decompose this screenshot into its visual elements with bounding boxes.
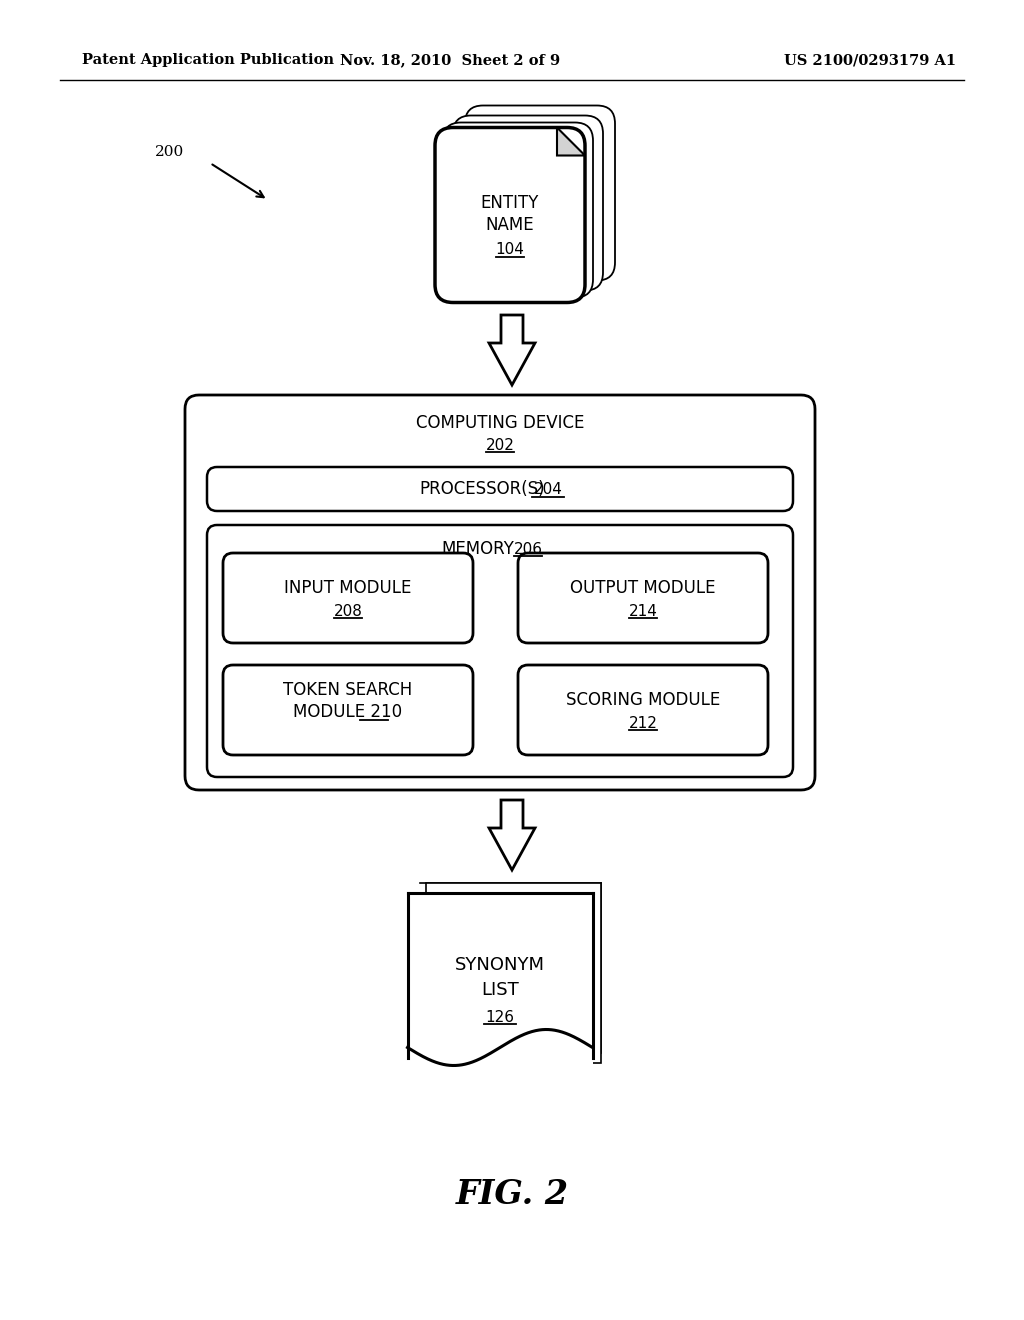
- FancyBboxPatch shape: [185, 395, 815, 789]
- Text: COMPUTING DEVICE: COMPUTING DEVICE: [416, 414, 584, 432]
- Text: 208: 208: [334, 603, 362, 619]
- Polygon shape: [557, 128, 585, 156]
- Text: LIST: LIST: [481, 981, 519, 999]
- Text: 200: 200: [155, 145, 184, 158]
- Text: MODULE 210: MODULE 210: [294, 704, 402, 721]
- FancyBboxPatch shape: [426, 883, 600, 1063]
- Polygon shape: [489, 800, 535, 870]
- Text: Nov. 18, 2010  Sheet 2 of 9: Nov. 18, 2010 Sheet 2 of 9: [340, 53, 560, 67]
- Text: SYNONYM: SYNONYM: [455, 956, 545, 974]
- FancyBboxPatch shape: [207, 467, 793, 511]
- Text: OUTPUT MODULE: OUTPUT MODULE: [570, 579, 716, 597]
- Text: ENTITY: ENTITY: [481, 194, 540, 213]
- Polygon shape: [489, 315, 535, 385]
- Text: FIG. 2: FIG. 2: [456, 1179, 568, 1212]
- Text: 214: 214: [629, 603, 657, 619]
- FancyBboxPatch shape: [207, 525, 793, 777]
- Text: PROCESSOR(S): PROCESSOR(S): [419, 480, 545, 498]
- FancyBboxPatch shape: [435, 128, 585, 302]
- Text: 204: 204: [534, 482, 562, 496]
- Text: 126: 126: [485, 1010, 514, 1024]
- Text: 202: 202: [485, 437, 514, 453]
- Text: SCORING MODULE: SCORING MODULE: [566, 690, 720, 709]
- Text: 206: 206: [513, 541, 543, 557]
- Polygon shape: [408, 892, 593, 1068]
- Text: US 2100/0293179 A1: US 2100/0293179 A1: [784, 53, 956, 67]
- Text: TOKEN SEARCH: TOKEN SEARCH: [284, 681, 413, 700]
- FancyBboxPatch shape: [223, 665, 473, 755]
- FancyBboxPatch shape: [465, 106, 615, 281]
- Text: 104: 104: [496, 243, 524, 257]
- Text: MEMORY: MEMORY: [441, 540, 514, 558]
- FancyBboxPatch shape: [518, 665, 768, 755]
- Text: NAME: NAME: [485, 216, 535, 234]
- Text: Patent Application Publication: Patent Application Publication: [82, 53, 334, 67]
- FancyBboxPatch shape: [518, 553, 768, 643]
- FancyBboxPatch shape: [443, 123, 593, 297]
- FancyBboxPatch shape: [223, 553, 473, 643]
- FancyBboxPatch shape: [453, 116, 603, 290]
- Text: 212: 212: [629, 715, 657, 730]
- Text: INPUT MODULE: INPUT MODULE: [285, 579, 412, 597]
